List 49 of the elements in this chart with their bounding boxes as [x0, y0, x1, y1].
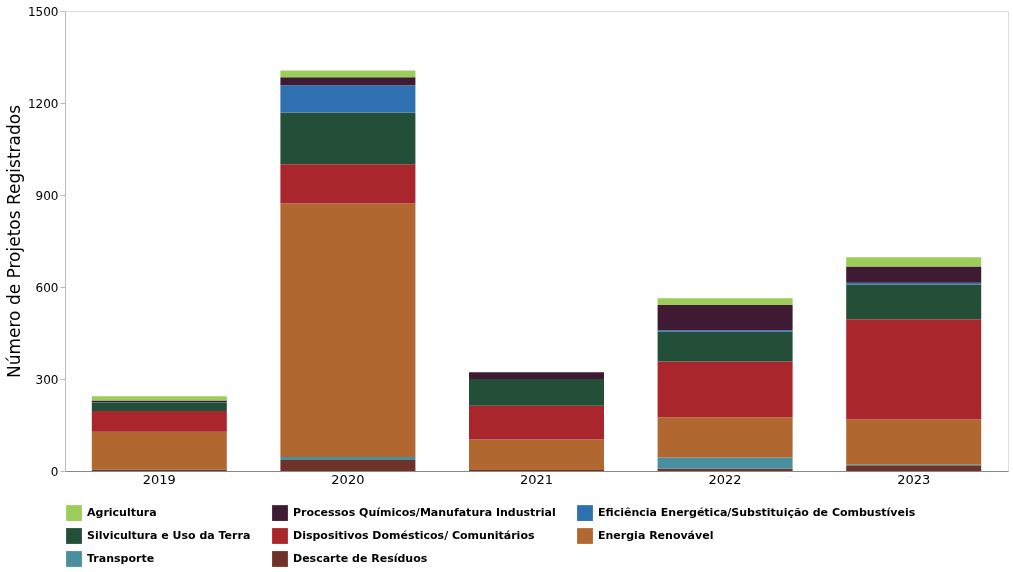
bar	[280, 112, 416, 165]
y-tick-label: 1500	[27, 4, 59, 19]
bar	[280, 77, 416, 86]
y-tick-label: 900	[35, 188, 59, 203]
bar	[657, 305, 793, 331]
x-tick-label: 2020	[331, 471, 365, 487]
bar	[846, 266, 982, 283]
bar	[280, 85, 416, 113]
y-tick-label: 600	[35, 280, 59, 295]
bar	[280, 164, 416, 204]
legend-label: Energia Renovável	[598, 529, 714, 542]
bar	[657, 361, 793, 418]
x-tick-label: 2022	[708, 471, 742, 487]
bar	[846, 284, 982, 320]
legend-label: Processos Químicos/Manufatura Industrial	[293, 506, 556, 520]
y-tick-label: 1200	[27, 96, 59, 111]
legend-label: Silvicultura e Uso da Terra	[87, 529, 251, 542]
x-tick-label: 2019	[142, 471, 176, 487]
bar	[280, 456, 416, 460]
bar	[280, 70, 416, 78]
x-tick-label: 2023	[897, 471, 931, 487]
legend-label: Agricultura	[87, 506, 157, 520]
bar	[469, 405, 604, 440]
y-axis-title: Número de Projetos Registrados	[3, 104, 24, 379]
bar	[846, 419, 982, 465]
bar	[469, 439, 604, 471]
bar	[846, 319, 982, 420]
bar	[657, 331, 793, 362]
bar	[91, 431, 227, 470]
legend-label: Descarte de Resíduos	[293, 552, 428, 565]
legend-label: Transporte	[87, 552, 155, 565]
bar	[91, 396, 227, 401]
bar	[846, 466, 982, 471]
bar	[280, 203, 416, 457]
bar	[657, 417, 793, 458]
bar	[469, 372, 604, 379]
y-tick-label: 0	[50, 464, 59, 479]
bar	[91, 410, 227, 432]
legend-label: Dispositivos Domésticos/ Comunitários	[293, 529, 535, 542]
bar	[657, 457, 793, 469]
bar	[469, 379, 604, 406]
y-tick-label: 300	[35, 372, 59, 387]
bar	[280, 459, 416, 471]
bar	[657, 298, 793, 306]
x-tick-label: 2021	[519, 471, 554, 487]
bar	[657, 468, 793, 471]
bar	[91, 402, 227, 411]
bar	[846, 257, 982, 267]
legend-label: Eficiência Energética/Substituição de Combustíveis	[598, 506, 916, 520]
